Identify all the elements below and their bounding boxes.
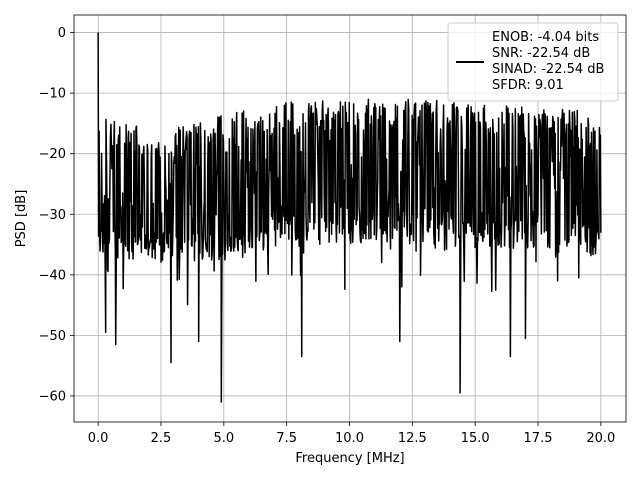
- x-tick-label: 5.0: [213, 431, 234, 446]
- axis-ticks: 0.0 2.5 5.0 7.5 10.0 12.5 15.0 17.5 20.0 0 −10 −20 −…: [39, 26, 616, 446]
- x-tick-label: 0.0: [88, 431, 109, 446]
- x-tick-label: 12.5: [398, 431, 427, 446]
- x-tick-label: 15.0: [461, 431, 490, 446]
- plot-frame: [73, 14, 627, 423]
- y-tick-label: −40: [39, 268, 66, 283]
- series-layer: [97, 32, 602, 403]
- legend-label: SINAD: -22.54 dB: [492, 62, 604, 77]
- x-tick-label: 7.5: [276, 431, 297, 446]
- psd-series-line: [97, 32, 602, 403]
- legend-label: SNR: -22.54 dB: [492, 46, 590, 61]
- x-tick-label: 2.5: [151, 431, 172, 446]
- y-tick-label: 0: [58, 26, 66, 41]
- y-axis-label: PSD [dB]: [14, 190, 29, 248]
- legend-box: [447, 22, 619, 102]
- x-tick-label: 10.0: [335, 431, 364, 446]
- y-tick-label: −50: [39, 329, 66, 344]
- y-tick-label: −10: [39, 87, 66, 102]
- y-tick-label: −30: [39, 208, 66, 223]
- y-tick-label: −20: [39, 147, 66, 162]
- legend-label: SFDR: 9.01: [492, 78, 564, 93]
- x-axis-label: Frequency [MHz]: [295, 451, 404, 466]
- y-tick-label: −60: [39, 389, 66, 404]
- x-tick-label: 20.0: [586, 431, 615, 446]
- legend-label: ENOB: -4.04 bits: [492, 30, 599, 45]
- x-tick-label: 17.5: [524, 431, 553, 446]
